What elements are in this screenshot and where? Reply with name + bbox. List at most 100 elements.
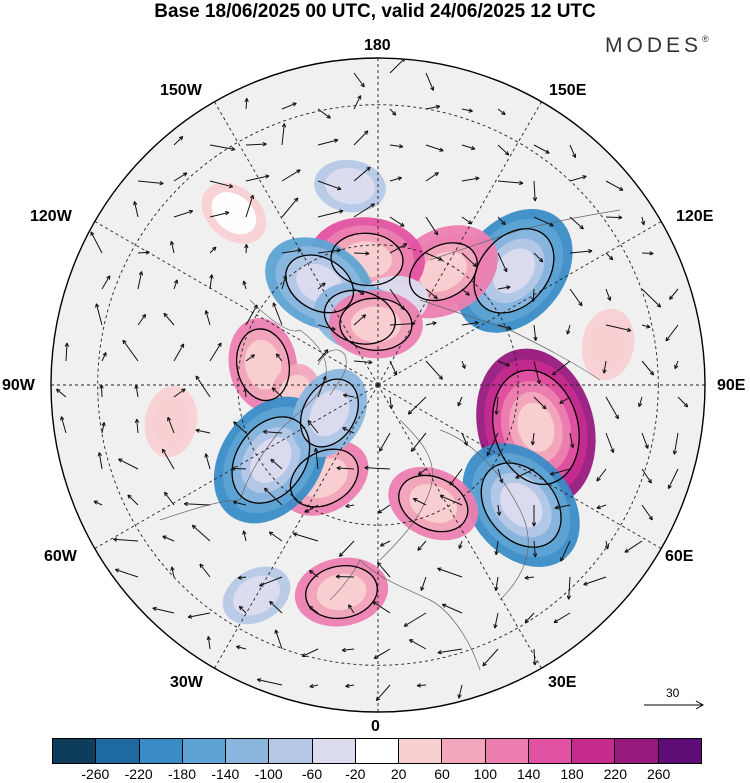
wind-arrow (461, 432, 468, 446)
wind-arrow (271, 387, 283, 398)
wind-arrow (494, 576, 499, 592)
wind-arrow (379, 540, 391, 547)
wind-arrow (348, 604, 355, 614)
brand-name: MODES (605, 34, 703, 57)
wind-arrow (304, 504, 319, 513)
wind-arrow (317, 180, 342, 191)
label-lon-150w: 150W (160, 82, 202, 99)
wind-arrow (245, 354, 255, 362)
wind-arrow (342, 427, 355, 434)
wind-arrow (173, 136, 184, 146)
wind-arrow (458, 540, 463, 549)
wind-arrow (569, 144, 577, 159)
meridian-line (94, 384, 379, 549)
colorbar-ticks: -260 -220 -180 -140 -100 -60 -20 20 60 100 140 180 2… (52, 766, 702, 783)
wind-arrow (338, 540, 355, 557)
wind-arrow (269, 600, 283, 614)
wind-arrow (275, 353, 283, 362)
wind-arrow (317, 375, 327, 398)
wind-arrow (245, 142, 267, 147)
colorbar-segment (615, 739, 659, 763)
wind-arrow (425, 252, 443, 261)
contour-line (289, 448, 359, 508)
wind-arrow (173, 388, 186, 398)
wind-arrow (317, 209, 344, 218)
wind-arrow (137, 313, 147, 326)
wind-arrow (494, 396, 499, 415)
contour-line (235, 328, 290, 402)
wind-arrow (309, 683, 319, 689)
wind-arrow (244, 244, 249, 254)
contour-line (323, 289, 396, 345)
vector-scale-value: 30 (666, 686, 680, 700)
wind-arrow (524, 575, 535, 580)
wind-arrow (187, 612, 211, 619)
wind-arrow (641, 504, 653, 521)
wind-arrow (605, 324, 632, 333)
wind-arrow (425, 104, 441, 110)
wind-arrow (372, 601, 391, 614)
wind-arrow (281, 248, 302, 254)
anomaly-blob (499, 482, 543, 528)
wind-arrow (533, 396, 547, 410)
wind-arrow (602, 360, 607, 374)
colorbar-segment (182, 739, 227, 763)
wind-arrow (204, 310, 211, 326)
wind-arrow (379, 432, 391, 452)
wind-arrow (583, 576, 607, 586)
meridian-line (214, 384, 379, 669)
wind-arrow (317, 324, 336, 331)
wind-arrow (641, 251, 654, 256)
contour-line (398, 474, 469, 533)
wind-arrow (605, 180, 624, 191)
wind-arrow (533, 324, 538, 341)
wind-arrow (569, 432, 575, 448)
wind-arrow (441, 603, 463, 614)
wind-arrow (97, 452, 103, 470)
wind-arrow (569, 249, 593, 254)
wind-arrow (667, 468, 679, 490)
wind-arrow (268, 531, 283, 542)
wind-arrow (301, 648, 319, 657)
wind-arrow (127, 494, 139, 506)
wind-arrow (425, 321, 437, 326)
wind-arrow (134, 384, 139, 398)
wind-arrow (553, 612, 571, 624)
wind-arrow (317, 138, 339, 146)
wind-arrow (461, 144, 476, 151)
wind-arrow (566, 576, 572, 600)
wind-arrow (133, 201, 139, 218)
wind-arrow (641, 360, 655, 376)
wind-arrow (496, 504, 502, 516)
wind-arrow (640, 216, 646, 226)
colorbar-segment (399, 739, 443, 763)
wind-arrow (531, 288, 536, 302)
wind-arrow (245, 304, 258, 326)
wind-arrow (353, 203, 375, 218)
wind-arrow (173, 172, 188, 182)
wind-arrow (317, 349, 329, 362)
colorbar-segment (572, 739, 616, 763)
wind-arrow (162, 535, 175, 542)
vector-scale: 30 (640, 686, 710, 716)
wind-arrow (199, 563, 211, 578)
wind-arrow (641, 288, 662, 308)
wind-arrow (389, 144, 404, 149)
wind-arrow (353, 314, 367, 326)
wind-arrow (113, 537, 139, 542)
wind-arrow (604, 540, 610, 550)
anomaly-blob (409, 484, 458, 523)
meridian-line (377, 384, 662, 549)
wind-arrow (559, 396, 571, 404)
wind-arrow (641, 432, 649, 449)
wind-arrow (245, 194, 255, 218)
wind-arrow (353, 288, 365, 295)
wind-arrow (204, 453, 211, 470)
wind-arrow (345, 503, 355, 509)
contour-line (305, 565, 378, 620)
label-lon-90e: 90E (717, 377, 746, 394)
colorbar-tick-label: 180 (560, 766, 584, 782)
wind-arrow (677, 396, 689, 408)
anomaly-blob (244, 339, 282, 390)
wind-arrow (245, 174, 270, 182)
